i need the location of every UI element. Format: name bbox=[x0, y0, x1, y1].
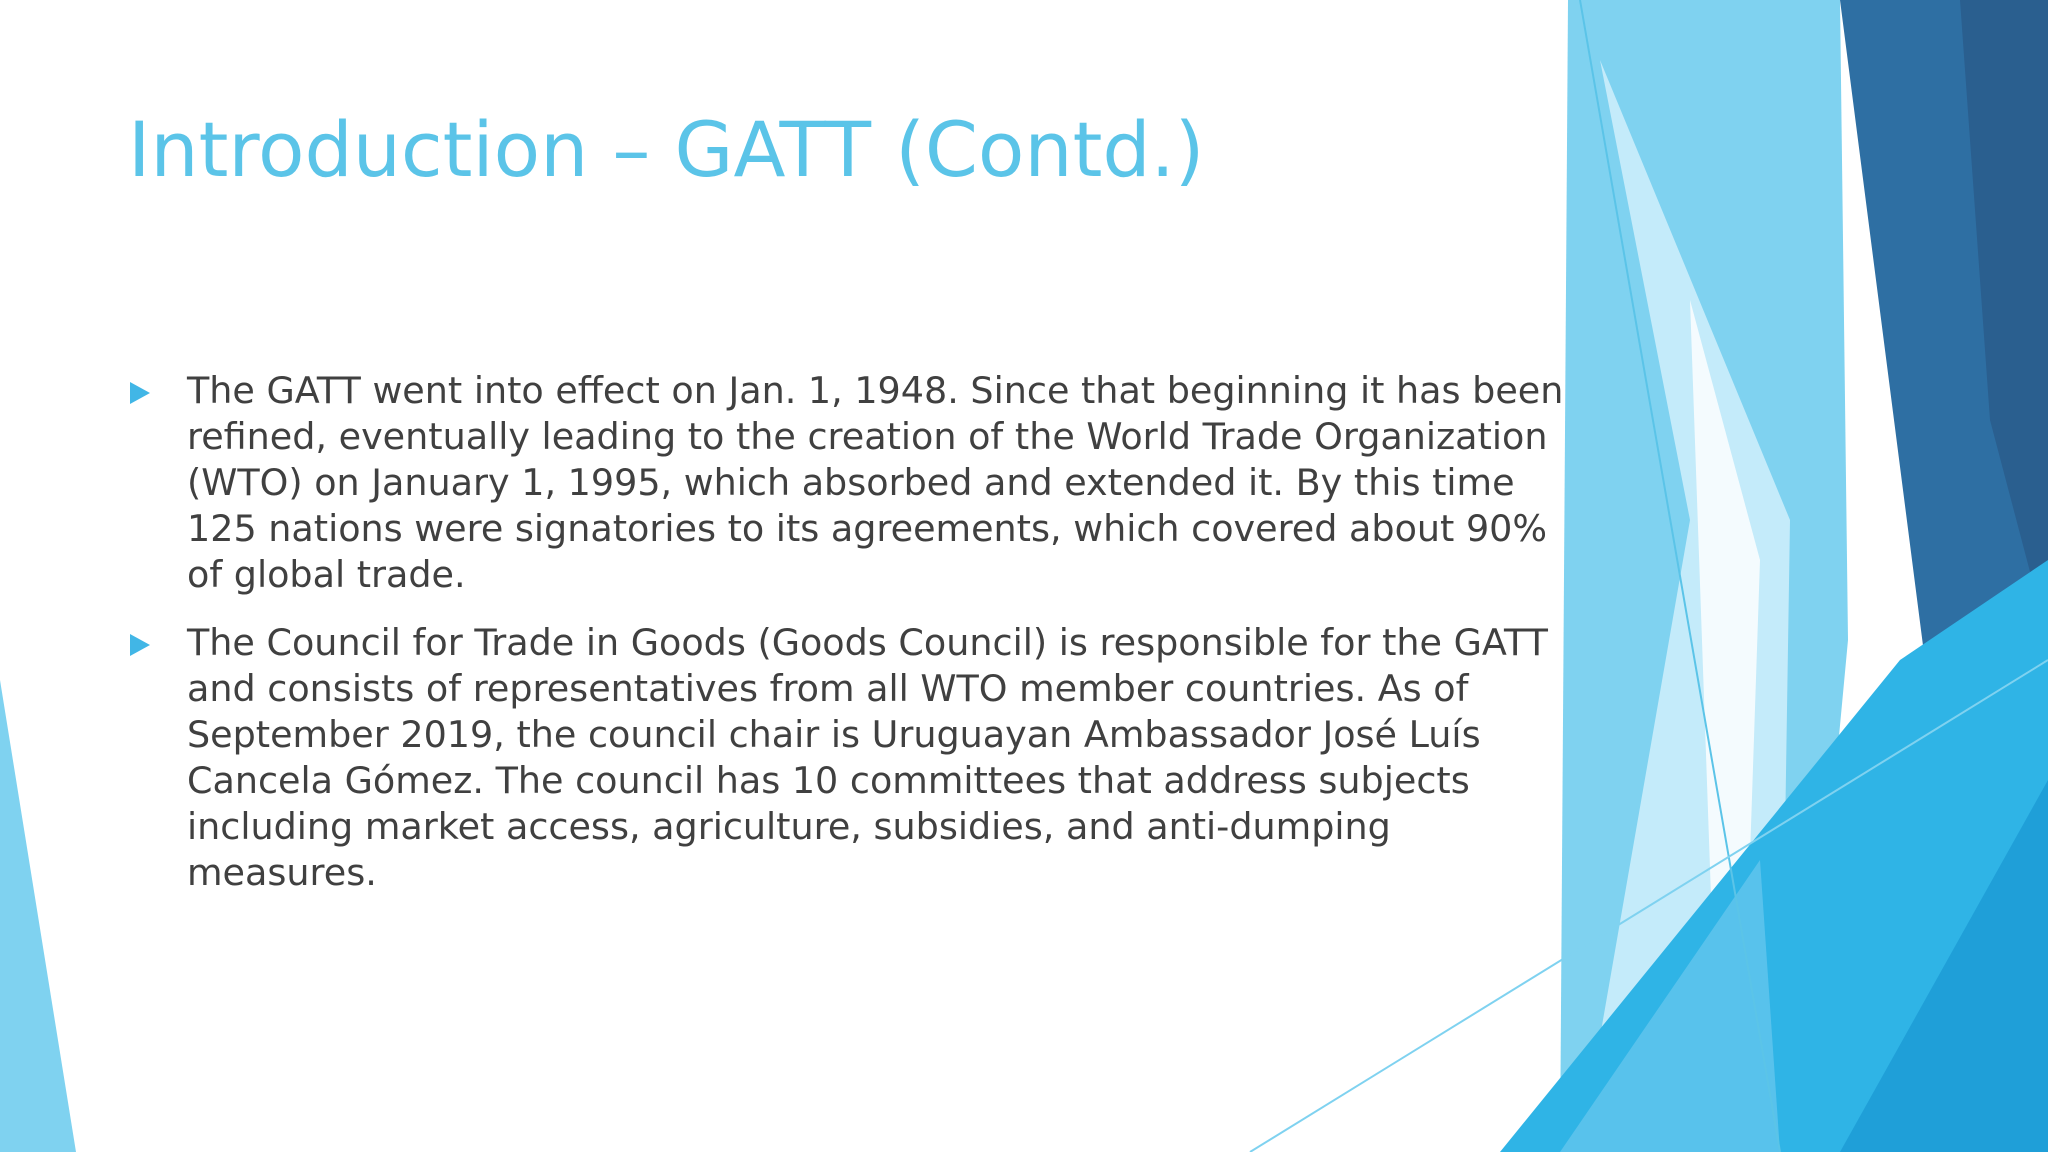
bullet-item: The GATT went into effect on Jan. 1, 194… bbox=[128, 368, 1568, 598]
facet-bright-lower bbox=[1500, 560, 2048, 1152]
slide-title: Introduction – GATT (Contd.) bbox=[128, 105, 1205, 194]
facet-darker-blue bbox=[1960, 0, 2048, 640]
bullet-item: The Council for Trade in Goods (Goods Co… bbox=[128, 620, 1568, 896]
bullet-text: The GATT went into effect on Jan. 1, 194… bbox=[187, 369, 1564, 596]
triangle-right-icon bbox=[130, 634, 150, 656]
thin-line-1 bbox=[1579, 0, 1781, 1152]
facet-light-lower bbox=[1560, 860, 1780, 1152]
facet-left-edge bbox=[0, 680, 76, 1152]
thin-line-2 bbox=[1249, 659, 2048, 1152]
facet-mid-lower bbox=[1840, 780, 2048, 1152]
bullet-list: The GATT went into effect on Jan. 1, 194… bbox=[128, 368, 1568, 918]
bullet-text: The Council for Trade in Goods (Goods Co… bbox=[187, 621, 1548, 894]
triangle-right-icon bbox=[130, 382, 150, 404]
